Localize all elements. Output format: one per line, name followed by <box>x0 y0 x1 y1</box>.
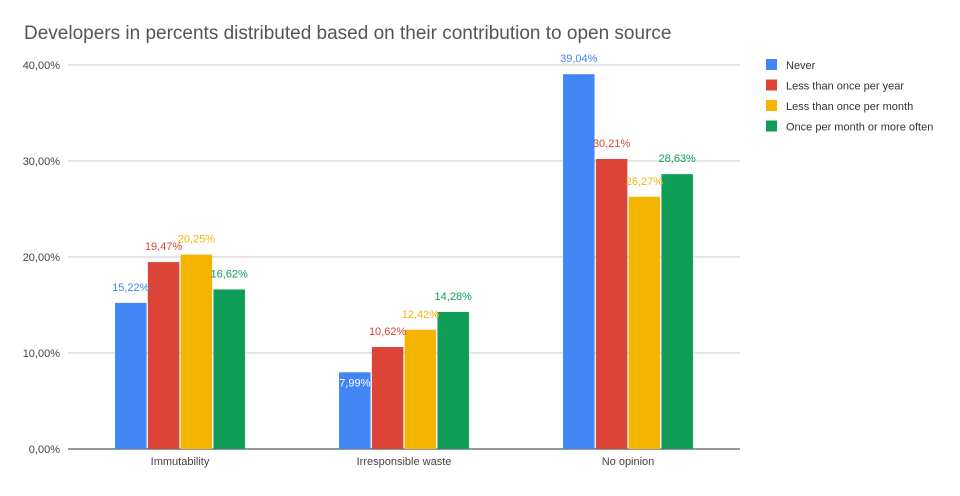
x-tick-label: No opinion <box>602 456 655 468</box>
bar <box>661 174 693 450</box>
data-label: 28,63% <box>659 153 697 165</box>
data-label: 26,27% <box>626 176 664 188</box>
x-tick-label: Irresponsible waste <box>357 456 452 468</box>
bar <box>404 329 437 449</box>
bar <box>595 158 628 449</box>
y-axis-ticks: 0,00% 10,00% 20,00% 30,00% 40,00% <box>23 60 61 456</box>
data-label: 7,99% <box>339 377 370 389</box>
legend: Never Less than once per year Less than on… <box>766 59 933 134</box>
bar <box>563 74 595 449</box>
bar <box>115 302 147 449</box>
legend-swatch <box>766 59 777 70</box>
data-label: 16,62% <box>211 268 249 280</box>
data-label: 10,62% <box>369 326 407 338</box>
legend-entry: Less than once per month <box>786 101 913 113</box>
data-label: 19,47% <box>145 241 183 253</box>
bar <box>371 347 404 449</box>
bar <box>437 311 469 449</box>
data-label: 14,28% <box>435 291 473 303</box>
data-label: 15,22% <box>112 282 150 294</box>
y-tick-label: 20,00% <box>23 252 61 264</box>
legend-swatch <box>766 120 777 132</box>
bar <box>213 289 245 449</box>
bar <box>628 196 661 449</box>
data-labels: 15,22% 19,47%20,25% 16,62% 7,99% 10,62% 12,42… <box>112 53 696 389</box>
legend-entry: Less than once per year <box>786 81 904 93</box>
bar <box>147 262 180 449</box>
data-label: 12,42% <box>402 309 440 321</box>
y-tick-label: 30,00% <box>23 156 61 168</box>
y-tick-label: 10,00% <box>23 348 61 360</box>
legend-entry: Never <box>786 60 816 72</box>
y-tick-label: 0,00% <box>29 444 60 456</box>
data-label: 30,21% <box>593 138 631 150</box>
bars <box>115 74 693 450</box>
y-tick-label: 40,00% <box>23 60 61 72</box>
chart-title: Developers in percents distributed based… <box>24 23 671 44</box>
bar <box>339 372 371 449</box>
gridlines <box>68 64 740 450</box>
bar <box>180 254 213 449</box>
data-label: 20,25% <box>178 234 216 246</box>
legend-swatch <box>766 79 777 91</box>
x-tick-label: Immutability <box>151 456 210 468</box>
legend-entry: Once per month or more often <box>786 122 933 134</box>
data-label: 39,04% <box>560 53 598 65</box>
legend-swatch <box>766 100 777 111</box>
x-axis-ticks: Immutability Irresponsible waste No opinio… <box>151 456 655 468</box>
